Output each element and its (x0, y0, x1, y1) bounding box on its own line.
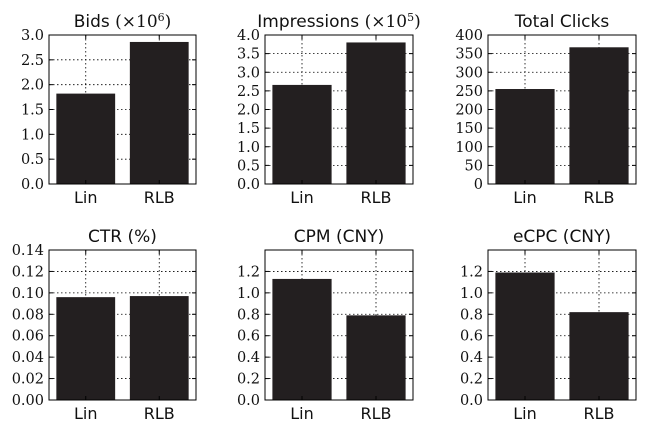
y-tick-label: 0.8 (460, 307, 483, 323)
y-tick-label: 1.0 (21, 127, 44, 143)
chart-panel-ecpc: 0.0 0.2 0.4 0.6 0.8 1.0 1.2 Lin RLB eCPC (CNY) (460, 227, 637, 423)
y-tick-label: 3.0 (237, 65, 260, 81)
bar-lin (56, 93, 116, 184)
y-tick-label: 250 (455, 84, 483, 100)
bar-lin (272, 84, 332, 184)
y-tick-label: 0.2 (237, 372, 260, 388)
y-tick-label: 150 (455, 121, 483, 137)
y-tick-label: 0.4 (237, 350, 260, 366)
y-tick-label: 3.5 (237, 47, 260, 63)
y-tick-label: 350 (455, 47, 483, 63)
axes-frame (264, 249, 414, 401)
chart-panel-ctr: 0.00 0.02 0.04 0.06 0.08 0.10 0.12 0.14 Lin RLB CT… (12, 227, 197, 423)
x-category-label: Lin (513, 404, 537, 423)
chart-title: Bids (×106) (74, 11, 172, 32)
chart-title: Impressions (×105) (257, 11, 420, 32)
x-category-label: RLB (360, 404, 391, 423)
axes-frame (487, 249, 637, 401)
x-category-label: RLB (144, 404, 175, 423)
axes-frame (48, 249, 197, 401)
bar-lin (56, 297, 116, 400)
y-tick-label: 2.5 (237, 84, 260, 100)
y-tick-label: 4.0 (237, 28, 260, 44)
x-category-label: RLB (360, 188, 391, 207)
x-category-label: Lin (513, 188, 537, 207)
y-tick-label: 0.4 (460, 350, 483, 366)
y-tick-label: 400 (455, 28, 483, 44)
y-tick-label: 0.06 (12, 329, 44, 345)
chart-panel-total-clicks: 0 50 100 150 200 250 300 350 400 Lin RLB Total Clic… (455, 12, 637, 207)
x-category-label: RLB (583, 404, 614, 423)
chart-title: Total Clicks (514, 12, 610, 32)
y-tick-label: 300 (455, 65, 483, 81)
y-tick-label: 0.6 (237, 329, 260, 345)
x-category-label: Lin (290, 188, 314, 207)
y-tick-label: 1.0 (237, 286, 260, 302)
y-tick-label: 0.14 (12, 243, 44, 259)
y-tick-label: 2.0 (21, 78, 44, 94)
bar-rlb (346, 42, 406, 185)
y-tick-label: 200 (455, 103, 483, 119)
chart-title: eCPC (CNY) (513, 227, 611, 247)
y-tick-label: 0.8 (237, 307, 260, 323)
bar-rlb (569, 47, 629, 185)
x-category-label: Lin (290, 404, 314, 423)
x-category-label: RLB (583, 188, 614, 207)
y-tick-label: 2.5 (21, 53, 44, 69)
y-tick-label: 0.5 (237, 158, 260, 174)
bar-lin (495, 272, 555, 400)
y-tick-label: 0.0 (237, 393, 260, 409)
bar-rlb (129, 41, 189, 184)
y-tick-label: 0.08 (12, 307, 44, 323)
y-tick-label: 1.0 (237, 140, 260, 156)
y-tick-label: 1.5 (21, 103, 44, 119)
bar-lin (495, 89, 555, 184)
y-tick-label: 0.0 (237, 177, 260, 193)
y-tick-label: 2.0 (237, 103, 260, 119)
bar-rlb (129, 296, 189, 400)
bar-lin (272, 278, 332, 400)
y-tick-label: 0.5 (21, 152, 44, 168)
chart-panel-impressions: 0.0 0.5 1.0 1.5 2.0 2.5 3.0 3.5 4.0 Lin RLB Impress… (237, 11, 421, 207)
y-tick-label: 0.6 (460, 329, 483, 345)
bar-rlb (569, 312, 629, 400)
x-category-label: Lin (74, 404, 98, 423)
x-category-label: RLB (144, 188, 175, 207)
y-tick-label: 50 (465, 158, 483, 174)
chart-panel-cpm: 0.0 0.2 0.4 0.6 0.8 1.0 1.2 Lin RLB CPM (CNY) (237, 227, 414, 423)
chart-panel-bids: 0.0 0.5 1.0 1.5 2.0 2.5 3.0 Lin RLB Bids (×106) (21, 11, 197, 207)
y-tick-label: 1.5 (237, 121, 260, 137)
y-tick-label: 0.00 (12, 393, 44, 409)
y-tick-label: 0.0 (460, 393, 483, 409)
y-tick-label: 0.12 (12, 264, 44, 280)
y-tick-label: 0.2 (460, 372, 483, 388)
y-tick-label: 0 (474, 177, 483, 193)
chart-title: CPM (CNY) (294, 227, 384, 247)
y-tick-label: 100 (455, 140, 483, 156)
y-tick-label: 0.02 (12, 372, 44, 388)
y-tick-label: 1.0 (460, 286, 483, 302)
x-category-label: Lin (74, 188, 98, 207)
chart-title: CTR (%) (88, 227, 157, 247)
y-tick-label: 1.2 (237, 264, 260, 280)
y-tick-label: 0.10 (12, 286, 44, 302)
y-tick-label: 3.0 (21, 28, 44, 44)
y-tick-label: 0.0 (21, 177, 44, 193)
y-tick-label: 1.2 (460, 264, 483, 280)
bar-rlb (346, 315, 406, 400)
y-tick-label: 0.04 (12, 350, 44, 366)
